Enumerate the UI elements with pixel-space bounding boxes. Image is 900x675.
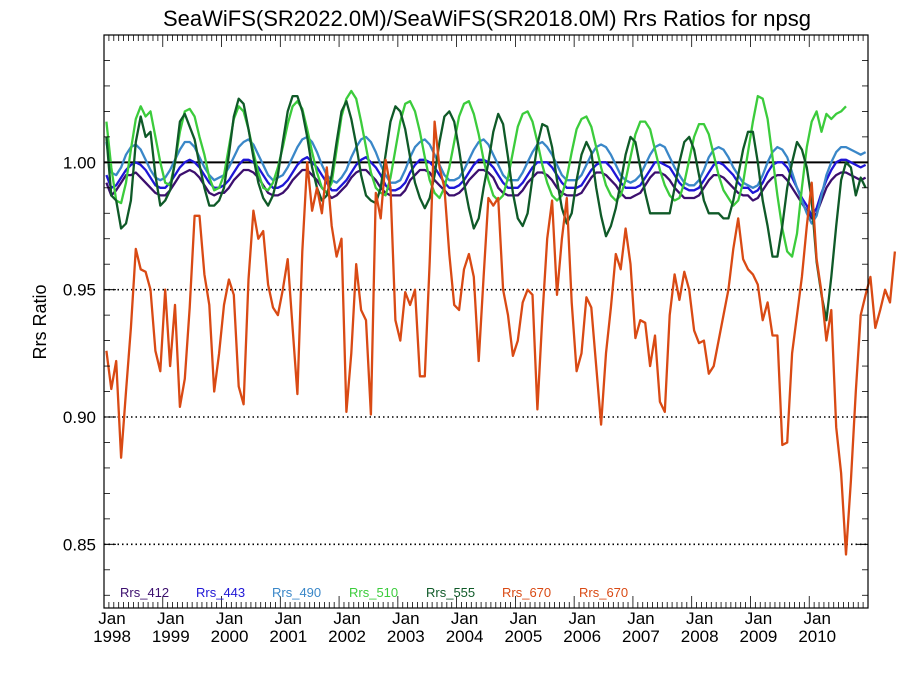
x-tick-label-year: 2001 [269, 627, 307, 646]
y-tick-label: 0.90 [63, 408, 96, 427]
x-tick-label-month: Jan [686, 609, 713, 628]
legend-label: Rrs_490 [272, 585, 321, 600]
x-tick-label-month: Jan [392, 609, 419, 628]
x-tick-label-year: 2003 [387, 627, 425, 646]
x-tick-label-year: 2010 [798, 627, 836, 646]
x-tick-label-month: Jan [98, 609, 125, 628]
x-tick-label-month: Jan [568, 609, 595, 628]
x-tick-label-year: 2006 [563, 627, 601, 646]
x-tick-label-year: 2007 [622, 627, 660, 646]
plot-area: 0.850.900.951.00Jan1998Jan1999Jan2000Jan… [63, 34, 897, 646]
legend-label: Rrs_412 [120, 585, 169, 600]
x-tick-label-month: Jan [275, 609, 302, 628]
x-tick-label-year: 2004 [446, 627, 484, 646]
legend-label: Rrs_555 [426, 585, 475, 600]
x-tick-label-month: Jan [745, 609, 772, 628]
x-tick-label-year: 2005 [504, 627, 542, 646]
series-line-rrs-443 [105, 156, 867, 217]
y-tick-label: 1.00 [63, 153, 96, 172]
chart-title: SeaWiFS(SR2022.0M)/SeaWiFS(SR2018.0M) Rr… [163, 6, 811, 31]
y-tick-label: 0.95 [63, 281, 96, 300]
legend-label: Rrs_510 [349, 585, 398, 600]
legend-label: Rrs_670 [502, 585, 551, 600]
x-tick-label-month: Jan [333, 609, 360, 628]
y-axis-label: Rrs Ratio [30, 284, 50, 359]
x-tick-label-year: 2008 [681, 627, 719, 646]
x-tick-label-year: 2002 [328, 627, 366, 646]
x-tick-label-month: Jan [216, 609, 243, 628]
x-tick-label-year: 2009 [740, 627, 778, 646]
x-tick-label-year: 1999 [152, 627, 190, 646]
y-tick-label: 0.85 [63, 535, 96, 554]
x-tick-label-month: Jan [157, 609, 184, 628]
legend-label: Rrs_670 [579, 585, 628, 600]
legend-label: Rrs_443 [196, 585, 245, 600]
x-tick-label-month: Jan [510, 609, 537, 628]
x-tick-label-year: 1998 [93, 627, 131, 646]
x-tick-label-month: Jan [451, 609, 478, 628]
series-line-rrs-670 [105, 120, 897, 556]
x-tick-label-month: Jan [804, 609, 831, 628]
x-tick-label-year: 2000 [211, 627, 249, 646]
x-tick-label-month: Jan [627, 609, 654, 628]
series-line-rrs-555 [105, 94, 867, 322]
